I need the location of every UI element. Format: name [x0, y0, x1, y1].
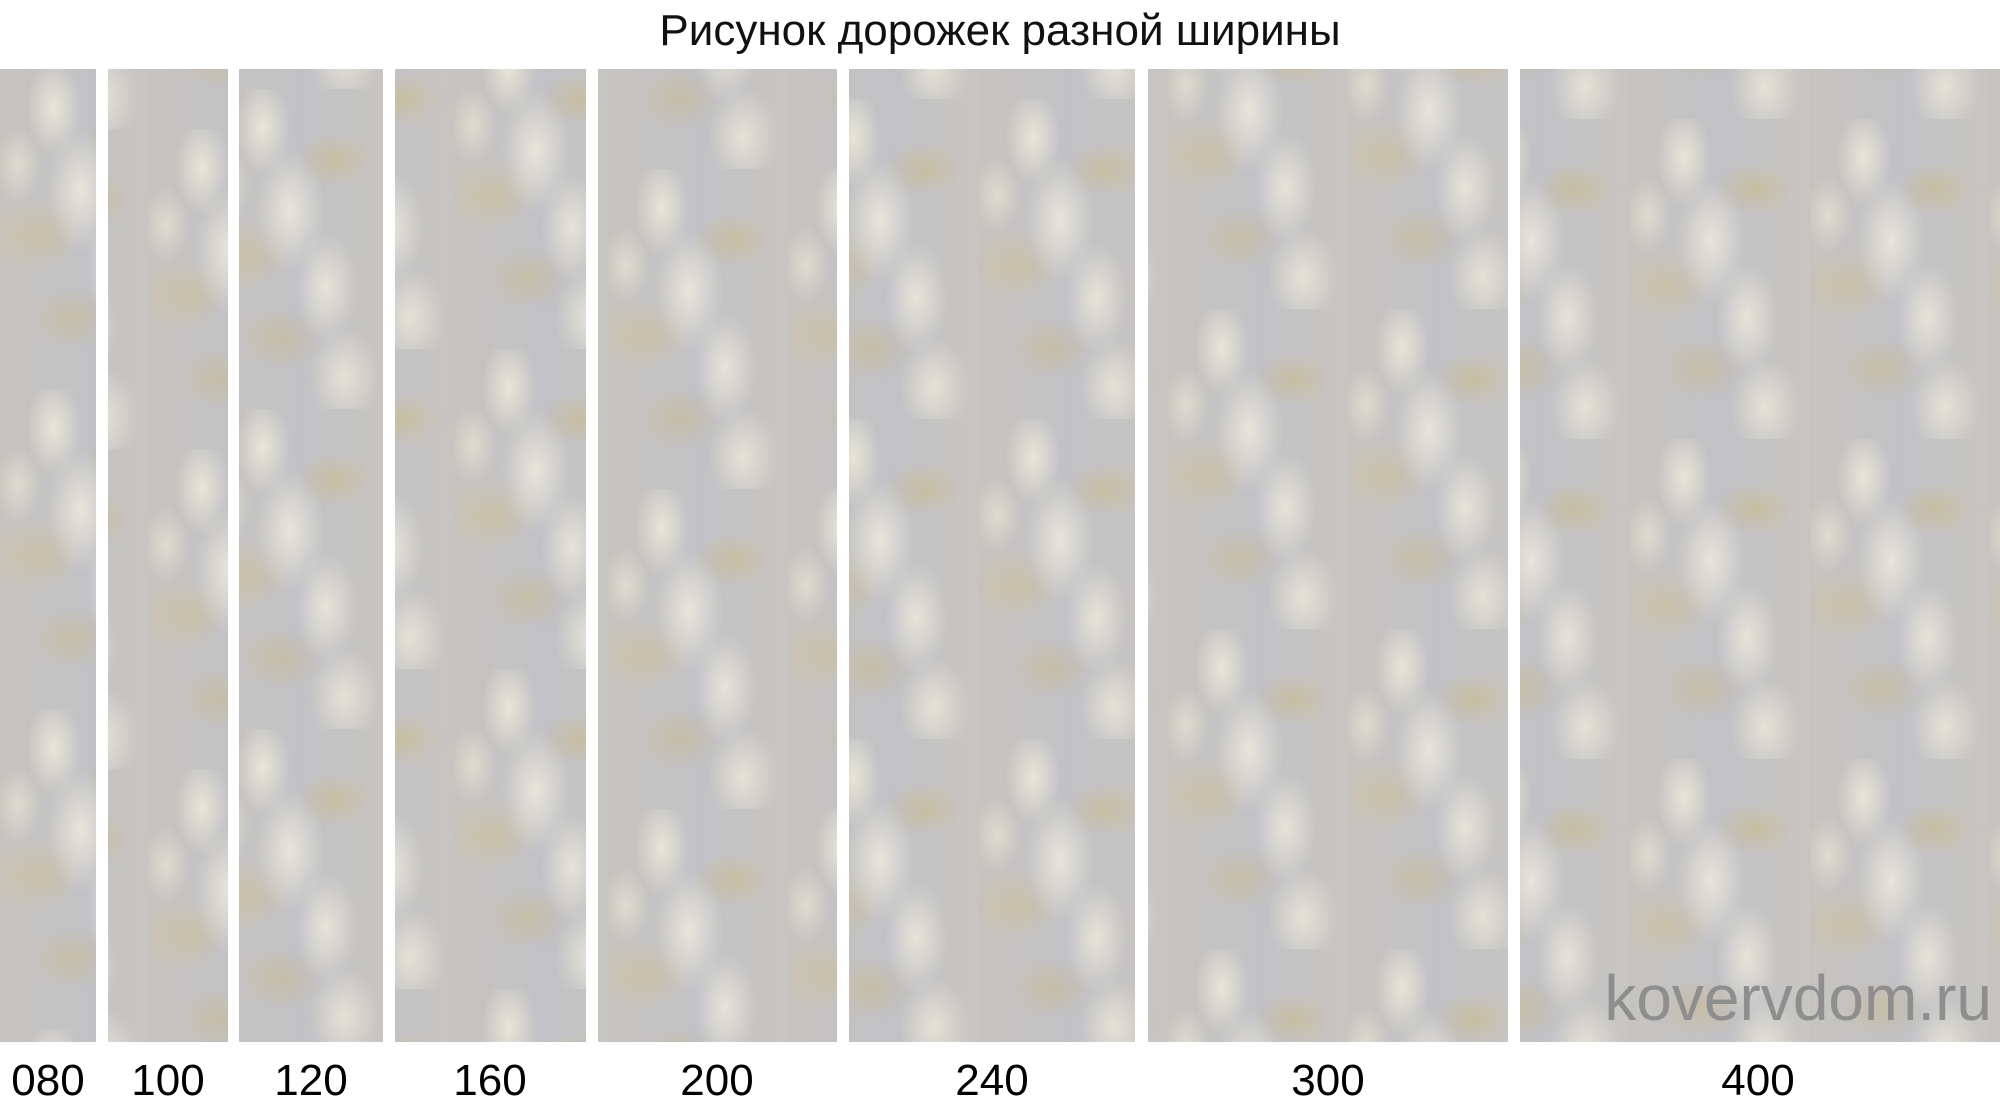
watermark: kovervdom.ru: [1604, 962, 1992, 1034]
runner-image-120: [239, 69, 383, 1042]
runner-image-100: [108, 69, 228, 1042]
width-label-400: 400: [1721, 1056, 1795, 1105]
runner-image-300: [1148, 69, 1508, 1042]
runner-image-080: [0, 69, 96, 1042]
width-label-100: 100: [131, 1056, 205, 1105]
width-label-240: 240: [955, 1056, 1029, 1105]
width-label-160: 160: [453, 1056, 527, 1105]
width-label-200: 200: [680, 1056, 754, 1105]
runner-image-240: [849, 69, 1135, 1042]
runner-image-400: [1520, 69, 2000, 1042]
width-label-120: 120: [274, 1056, 348, 1105]
runner-image-200: [598, 69, 837, 1042]
width-label-300: 300: [1291, 1056, 1365, 1105]
width-label-080: 080: [11, 1056, 85, 1105]
runner-image-160: [395, 69, 586, 1042]
page-title: Рисунок дорожек разной ширины: [659, 6, 1341, 55]
